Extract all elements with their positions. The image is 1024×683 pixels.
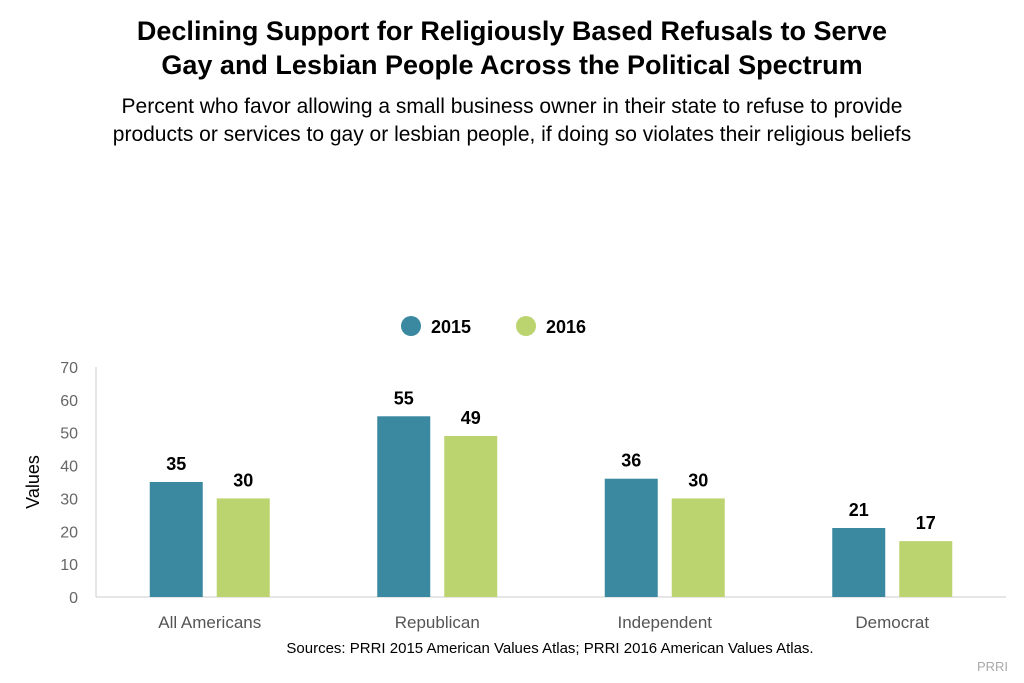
bar-2016 — [216, 498, 270, 597]
chart-title-line-2: Gay and Lesbian People Across the Politi… — [161, 50, 863, 80]
legend-marker-2015 — [401, 316, 421, 336]
chart-subtitle-line-1: Percent who favor allowing a small busin… — [121, 95, 903, 118]
bar-2015 — [149, 482, 203, 597]
data-label-2015: 35 — [166, 454, 186, 474]
y-tick-label: 70 — [60, 360, 78, 377]
y-tick-label: 60 — [60, 393, 78, 410]
y-tick-label: 30 — [60, 491, 78, 508]
x-category-label: Republican — [395, 613, 480, 632]
x-category-label: Democrat — [855, 613, 929, 632]
data-label-2016: 30 — [688, 470, 708, 490]
chart-title-line-1: Declining Support for Religiously Based … — [136, 16, 888, 46]
bar-2016 — [444, 436, 498, 597]
y-tick-label: 50 — [60, 426, 78, 443]
data-label-2015: 21 — [849, 500, 869, 520]
chart-subtitle-line-2: products or services to gay or lesbian p… — [112, 123, 912, 146]
legend-label-2015: 2015 — [431, 317, 471, 337]
source-note: Sources: PRRI 2015 American Values Atlas… — [286, 640, 814, 657]
data-label-2016: 17 — [916, 513, 936, 533]
y-axis-title: Values — [23, 455, 43, 509]
x-category-label: All Americans — [158, 613, 261, 632]
y-tick-label: 20 — [60, 524, 78, 541]
chart-title: Declining Support for Religiously Based … — [0, 14, 1024, 82]
y-tick-label: 10 — [60, 557, 78, 574]
y-tick-label: 0 — [69, 590, 78, 607]
bar-2015 — [832, 528, 886, 597]
bar-2015 — [377, 416, 431, 597]
bar-2016 — [671, 498, 725, 597]
chart-subtitle: Percent who favor allowing a small busin… — [0, 93, 1024, 149]
data-label-2015: 36 — [621, 451, 641, 471]
data-label-2016: 49 — [461, 408, 481, 428]
bar-2016 — [899, 541, 953, 597]
data-label-2016: 30 — [233, 470, 253, 490]
data-label-2015: 55 — [394, 388, 414, 408]
legend-label-2016: 2016 — [546, 317, 586, 337]
legend-marker-2016 — [516, 316, 536, 336]
bar-2015 — [604, 478, 658, 597]
x-category-label: Independent — [617, 613, 712, 632]
y-tick-label: 40 — [60, 459, 78, 476]
credit-text: PRRI — [976, 659, 1008, 674]
